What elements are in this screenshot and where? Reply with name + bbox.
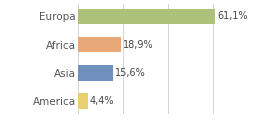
Bar <box>78 9 215 24</box>
Text: 15,6%: 15,6% <box>115 68 146 78</box>
Bar <box>78 37 121 52</box>
Bar <box>78 65 113 81</box>
Bar <box>78 93 88 109</box>
Text: 61,1%: 61,1% <box>217 11 248 21</box>
Text: 18,9%: 18,9% <box>123 40 153 50</box>
Text: 4,4%: 4,4% <box>90 96 115 106</box>
